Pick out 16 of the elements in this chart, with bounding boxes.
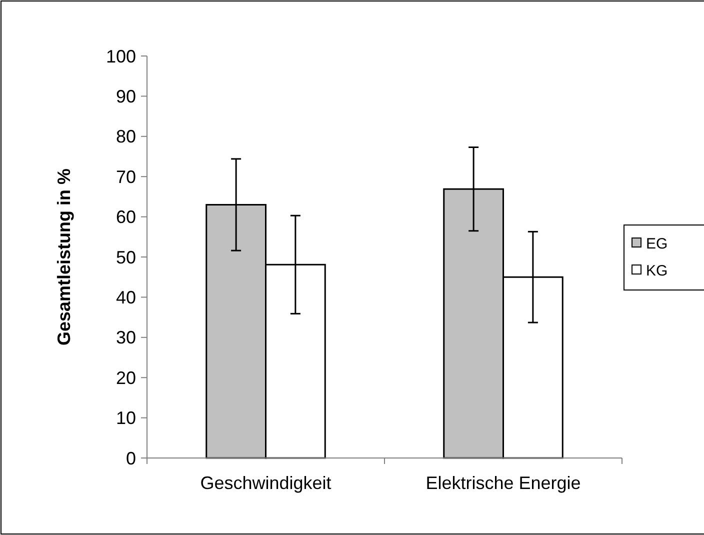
y-tick-label: 0 <box>126 448 136 468</box>
y-tick-label: 20 <box>116 368 136 388</box>
y-tick-label: 50 <box>116 247 136 268</box>
y-tick-label: 70 <box>116 166 136 187</box>
y-tick-label: 10 <box>116 408 136 428</box>
y-tick-label: 40 <box>116 288 136 308</box>
x-tick-label: Geschwindigkeit <box>200 473 332 493</box>
y-tick-label: 80 <box>116 126 136 147</box>
legend-label: KG <box>646 262 668 280</box>
y-tick-label: 60 <box>116 207 136 228</box>
y-tick-label: 100 <box>106 46 136 66</box>
y-tick-label: 90 <box>116 86 136 106</box>
legend-label: EG <box>646 235 668 252</box>
y-tick-label: 30 <box>116 328 136 348</box>
x-tick-label: Elektrische Energie <box>426 473 581 493</box>
y-axis-title: Gesamtleistung in % <box>54 168 74 346</box>
